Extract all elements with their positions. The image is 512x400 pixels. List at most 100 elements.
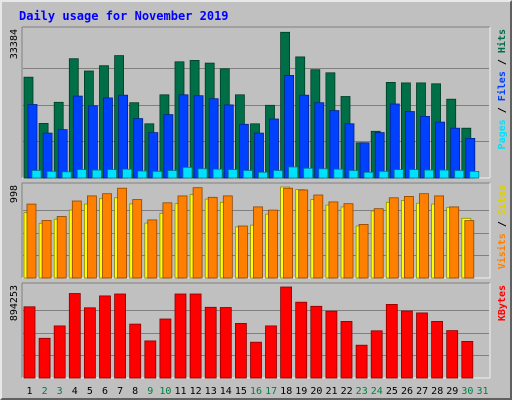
bar-pages-day-25 [393, 169, 404, 179]
bar-visits-day-25 [388, 197, 399, 279]
bar-visits-day-3 [56, 216, 67, 279]
legend-hits: Hits [496, 29, 508, 53]
bar-files-day-20 [314, 102, 325, 179]
bar-pages-day-28 [439, 169, 450, 179]
bar-pages-day-18 [288, 166, 299, 179]
bar-files-day-21 [329, 110, 340, 179]
bar-visits-day-1 [26, 203, 37, 279]
bar-pages-day-1 [31, 170, 42, 179]
legend-kbytes: KBytes [497, 285, 508, 321]
x-tick-label: 8 [132, 386, 138, 397]
bar-pages-day-7 [122, 168, 132, 179]
bar-visits-day-13 [207, 196, 218, 279]
bar-pages-day-14 [227, 169, 238, 179]
x-tick-label: 14 [220, 386, 232, 397]
x-tick-label: 11 [174, 386, 186, 397]
x-tick-label: 17 [265, 386, 277, 397]
bottom-max-label: 894253 [9, 285, 20, 321]
bar-visits-day-5 [87, 195, 97, 279]
x-tick-label: 16 [250, 386, 262, 397]
bar-kbytes-day-8 [129, 323, 142, 379]
x-tick-label: 23 [356, 386, 368, 397]
x-tick-label: 4 [72, 386, 78, 397]
bar-kbytes-day-18 [280, 286, 293, 379]
bar-kbytes-day-20 [310, 305, 323, 379]
bar-files-day-13 [208, 98, 219, 179]
bar-pages-day-11 [182, 166, 193, 179]
legend-sites: Sites [496, 185, 508, 215]
x-tick-label: 5 [87, 386, 93, 397]
bar-kbytes-day-25 [385, 303, 398, 379]
top-max-label: 33384 [9, 29, 20, 59]
bar-kbytes-day-7 [114, 293, 126, 379]
bar-files-day-6 [103, 97, 113, 179]
x-tick-label: 21 [325, 386, 337, 397]
bar-visits-day-21 [328, 201, 339, 279]
bar-kbytes-day-19 [295, 301, 308, 379]
bar-pages-day-8 [137, 170, 148, 179]
legend-visits: Visits [496, 233, 508, 269]
x-tick-label: 12 [190, 386, 202, 397]
legend-files: Files [496, 71, 508, 101]
bar-visits-day-18 [283, 187, 294, 279]
bar-kbytes-day-4 [68, 293, 81, 379]
bar-pages-day-24 [378, 170, 389, 179]
bar-pages-day-3 [61, 171, 72, 179]
bar-kbytes-day-12 [189, 293, 202, 379]
bar-pages-day-5 [92, 169, 102, 179]
bar-visits-day-16 [253, 206, 263, 279]
bar-pages-day-26 [408, 169, 419, 179]
bar-visits-day-4 [71, 200, 82, 279]
x-tick-label: 13 [205, 386, 217, 397]
bar-files-day-8 [133, 118, 144, 179]
x-tick-label: 9 [147, 386, 153, 397]
middle-panel: 998 Visits / Sites [9, 182, 508, 279]
bar-kbytes-day-16 [250, 341, 262, 379]
bar-files-day-11 [178, 94, 189, 179]
bar-pages-day-29 [454, 170, 465, 179]
bar-kbytes-day-14 [219, 307, 232, 379]
bar-visits-day-9 [147, 219, 158, 279]
bar-visits-day-7 [117, 187, 127, 279]
bar-pages-day-17 [273, 170, 283, 179]
bar-files-day-5 [88, 105, 98, 179]
bar-visits-day-17 [268, 209, 278, 279]
bar-files-day-14 [223, 104, 234, 179]
bar-files-day-4 [72, 95, 83, 179]
bar-files-day-10 [163, 114, 174, 179]
bar-files-day-22 [344, 123, 355, 179]
bar-kbytes-day-2 [38, 337, 51, 379]
x-tick-label: 26 [401, 386, 413, 397]
bar-kbytes-day-27 [416, 312, 428, 379]
bar-kbytes-day-3 [53, 325, 66, 379]
bar-pages-day-21 [333, 168, 344, 179]
bar-pages-day-6 [107, 169, 117, 179]
x-tick-label: 25 [386, 386, 398, 397]
x-tick-label: 27 [416, 386, 428, 397]
bar-visits-day-22 [343, 203, 354, 279]
bar-visits-day-29 [449, 206, 460, 279]
legend-pages: Pages [497, 119, 508, 149]
bar-visits-day-14 [222, 195, 233, 279]
bar-visits-day-28 [434, 195, 445, 279]
bar-files-day-17 [269, 118, 279, 179]
bar-kbytes-day-10 [159, 318, 172, 379]
x-tick-label: 7 [117, 386, 123, 397]
bar-files-day-26 [404, 111, 415, 179]
bar-pages-day-27 [424, 169, 434, 179]
x-tick-label: 3 [57, 386, 63, 397]
x-tick-label: 15 [235, 386, 247, 397]
x-tick-label: 31 [476, 386, 488, 397]
bar-kbytes-day-1 [23, 306, 36, 379]
bar-visits-day-10 [162, 202, 173, 279]
middle-legend: Visits / Sites [496, 185, 508, 269]
bar-pages-day-19 [303, 167, 314, 179]
bar-pages-day-9 [152, 170, 163, 179]
bar-pages-day-2 [46, 170, 57, 179]
x-tick-label: 6 [102, 386, 108, 397]
bar-kbytes-day-30 [461, 340, 474, 379]
bar-files-day-25 [389, 103, 400, 179]
bar-files-day-3 [57, 129, 68, 179]
